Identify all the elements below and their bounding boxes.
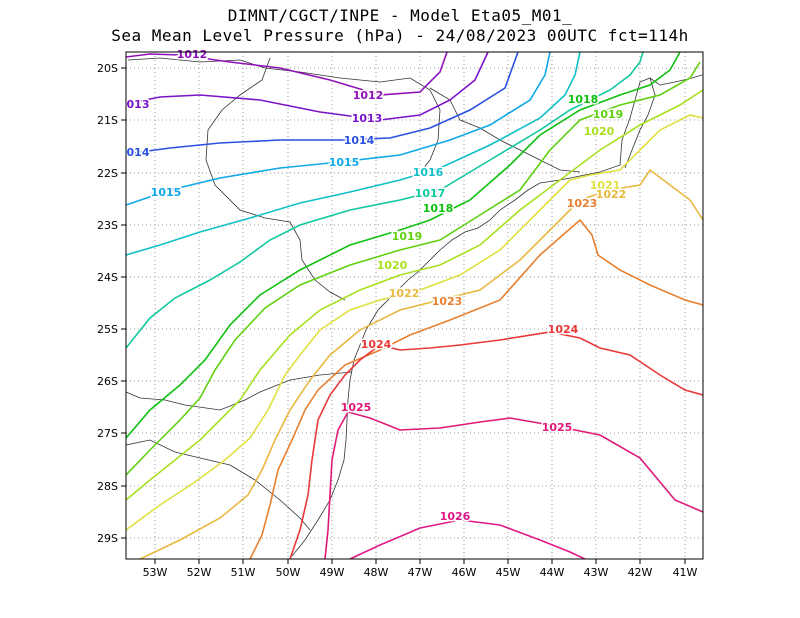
isobar-label-1022: 1022: [596, 188, 627, 201]
y-axis: 20S 21S 22S 23S 24S 25S 26S 27S 28S 29S: [97, 62, 126, 545]
isobar-label-1013: 013: [127, 98, 150, 111]
x-tick-label: 52W: [187, 566, 212, 579]
x-tick-label: 46W: [452, 566, 477, 579]
isobar-1015: [126, 52, 551, 206]
isobar-1014: [126, 52, 519, 155]
x-tick-label: 53W: [143, 566, 168, 579]
isobar-label-1015: 1015: [329, 156, 360, 169]
isobar-label-1015: 1015: [151, 186, 182, 199]
isobar-label-1025: 1025: [542, 421, 573, 434]
x-tick-label: 44W: [540, 566, 565, 579]
isobar-label-1026: 1026: [440, 510, 471, 523]
x-axis: 53W 52W 51W 50W 49W 48W 47W 46W 45W 44W 43W 42W 41W: [143, 559, 698, 579]
isobar-label-1020: 1020: [584, 125, 615, 138]
isobar-label-1018: 1018: [568, 93, 599, 106]
plot-frame: [125, 51, 704, 560]
isobar-label-1016: 1016: [413, 166, 444, 179]
isobar-1019: [126, 61, 701, 476]
isobar-1017: [126, 52, 644, 349]
y-tick-label: 27S: [97, 427, 118, 440]
isobar-label-1014: 014: [127, 146, 150, 159]
isobar-1013: [126, 52, 489, 121]
y-tick-label: 21S: [97, 114, 118, 127]
isobar-label-1014: 1014: [344, 134, 375, 147]
x-tick-label: 41W: [673, 566, 698, 579]
x-tick-label: 47W: [408, 566, 433, 579]
x-tick-label: 48W: [364, 566, 389, 579]
isobar-label-1024: 1024: [548, 323, 579, 336]
x-tick-label: 51W: [231, 566, 256, 579]
isobar-labels: 1012 1012 013 1013 014 1014 1015 1015 1016 1017 10…: [125, 47, 628, 525]
isobar-label-1023: 1023: [432, 295, 463, 308]
isobar-1022: [139, 168, 703, 559]
isobar-label-1013: 1013: [352, 112, 383, 125]
isobar-1016: [126, 52, 581, 256]
isobars: [126, 52, 703, 559]
x-tick-label: 49W: [320, 566, 345, 579]
isobar-label-1023: 1023: [567, 197, 598, 210]
isobar-1018: [126, 52, 681, 439]
isobar-1012: [126, 52, 448, 96]
y-tick-label: 24S: [97, 271, 118, 284]
isobar-label-1024: 1024: [361, 338, 392, 351]
map-grid: [126, 52, 703, 559]
state-border: [126, 439, 311, 531]
state-border: [127, 57, 441, 176]
y-tick-label: 26S: [97, 375, 118, 388]
isobar-label-1021: 1021: [590, 179, 621, 192]
x-tick-label: 50W: [276, 566, 301, 579]
isobar-label-1019: 1019: [392, 230, 423, 243]
isobar-1025: [324, 411, 703, 559]
state-border: [429, 87, 581, 173]
y-tick-label: 20S: [97, 62, 118, 75]
isobar-label-1019: 1019: [593, 108, 624, 121]
isobar-1026: [349, 519, 586, 559]
x-tick-label: 43W: [584, 566, 609, 579]
x-tick-label: 45W: [496, 566, 521, 579]
isobar-label-1020: 1020: [377, 259, 408, 272]
coastline: [291, 74, 703, 557]
chart-title-line1: DIMNT/CGCT/INPE - Model Eta05_M01_: [227, 6, 573, 25]
y-tick-label: 29S: [97, 532, 118, 545]
x-tick-label: 42W: [628, 566, 653, 579]
state-border: [126, 371, 353, 411]
isobar-1020: [126, 89, 703, 501]
isobar-label-1025: 1025: [341, 401, 372, 414]
y-tick-label: 28S: [97, 480, 118, 493]
chart-title-line2: Sea Mean Level Pressure (hPa) - 24/08/20…: [111, 26, 689, 45]
isobar-label-1012: 1012: [177, 48, 208, 61]
y-tick-label: 25S: [97, 323, 118, 336]
isobar-1023: [249, 218, 703, 559]
state-border: [205, 57, 346, 301]
isobar-1021: [126, 114, 703, 531]
isobar-label-1018: 1018: [423, 202, 454, 215]
isobar-label-1012: 1012: [353, 89, 384, 102]
isobar-label-1022: 1022: [389, 287, 420, 300]
isobar-label-1017: 1017: [415, 187, 446, 200]
y-tick-label: 22S: [97, 167, 118, 180]
y-tick-label: 23S: [97, 219, 118, 232]
isobar-1024: [289, 331, 703, 559]
